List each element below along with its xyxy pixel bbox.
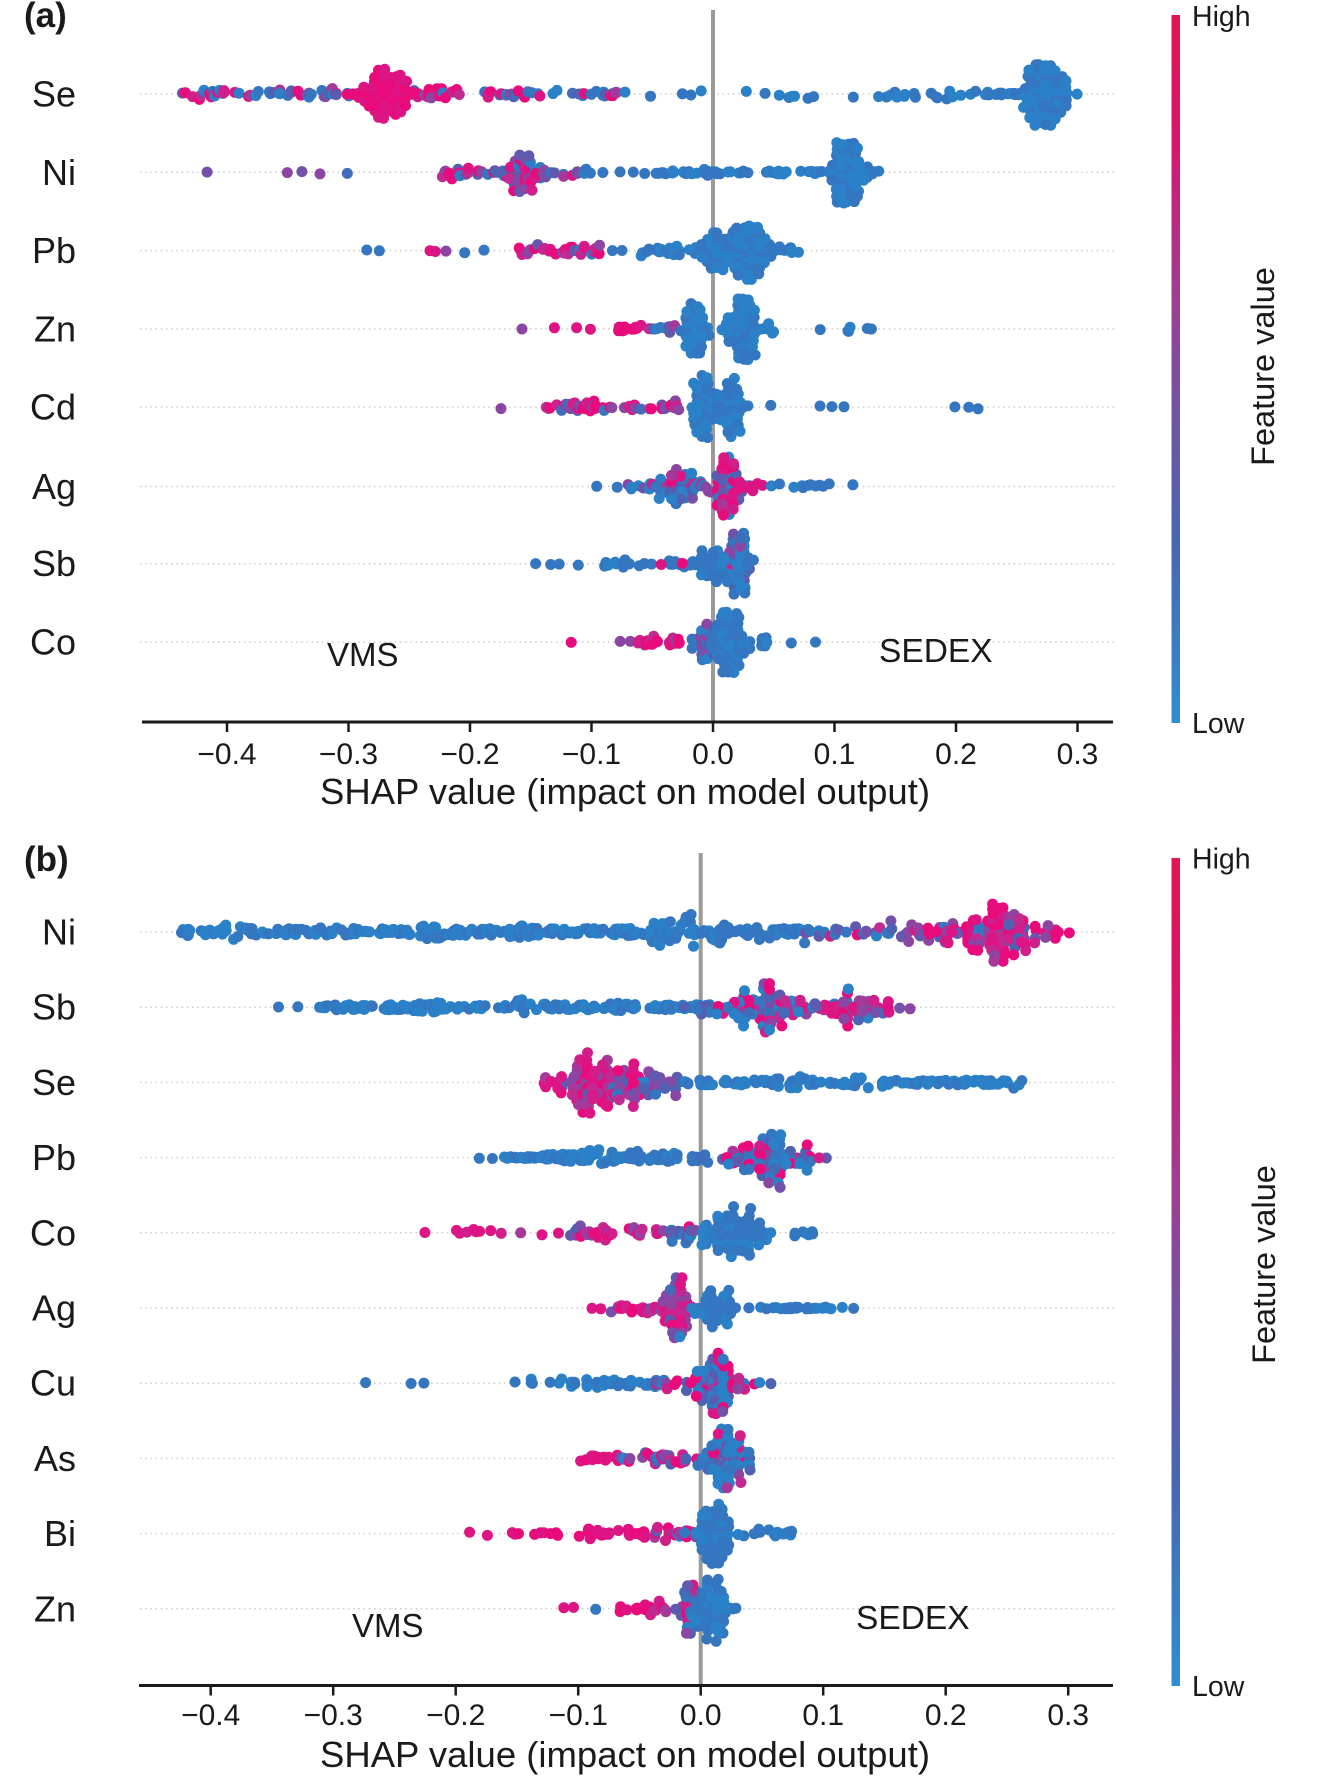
svg-text:Sb: Sb	[32, 987, 76, 1028]
svg-text:VMS: VMS	[327, 636, 399, 673]
svg-text:Ag: Ag	[32, 1288, 76, 1329]
svg-text:−0.1: −0.1	[562, 738, 621, 771]
svg-text:0.0: 0.0	[692, 738, 734, 771]
svg-text:Ni: Ni	[42, 152, 76, 193]
svg-text:SHAP value (impact on model ou: SHAP value (impact on model output)	[320, 1734, 930, 1775]
svg-text:SHAP value (impact on model ou: SHAP value (impact on model output)	[320, 771, 930, 812]
svg-text:As: As	[34, 1438, 76, 1479]
svg-text:Pb: Pb	[32, 230, 76, 271]
svg-text:0.0: 0.0	[680, 1699, 722, 1732]
svg-text:SEDEX: SEDEX	[856, 1600, 970, 1637]
svg-text:−0.3: −0.3	[319, 738, 378, 771]
svg-text:Sb: Sb	[32, 543, 76, 584]
svg-text:Cu: Cu	[30, 1363, 76, 1404]
svg-text:SEDEX: SEDEX	[879, 633, 993, 670]
svg-text:0.3: 0.3	[1047, 1699, 1089, 1732]
svg-text:Zn: Zn	[34, 308, 76, 349]
svg-text:Co: Co	[30, 1212, 76, 1253]
svg-text:Ag: Ag	[32, 466, 76, 507]
svg-text:0.2: 0.2	[935, 738, 977, 771]
svg-text:Se: Se	[32, 1062, 76, 1103]
svg-text:−0.2: −0.2	[426, 1699, 485, 1732]
svg-text:Feature value: Feature value	[1245, 267, 1281, 466]
svg-text:0.3: 0.3	[1057, 738, 1099, 771]
svg-text:Bi: Bi	[44, 1513, 76, 1554]
svg-text:High: High	[1192, 844, 1251, 876]
svg-text:0.2: 0.2	[925, 1699, 967, 1732]
svg-text:(a): (a)	[24, 0, 67, 35]
svg-text:0.1: 0.1	[802, 1699, 844, 1732]
svg-text:Low: Low	[1192, 708, 1245, 740]
svg-text:High: High	[1192, 1, 1251, 33]
svg-text:Cd: Cd	[30, 387, 76, 428]
svg-text:Co: Co	[30, 622, 76, 663]
svg-text:Feature value: Feature value	[1246, 1165, 1282, 1364]
svg-text:0.1: 0.1	[814, 738, 856, 771]
svg-text:Se: Se	[32, 74, 76, 115]
svg-text:Low: Low	[1192, 1671, 1245, 1703]
svg-text:−0.1: −0.1	[549, 1699, 608, 1732]
svg-text:VMS: VMS	[352, 1607, 424, 1644]
svg-text:−0.4: −0.4	[197, 738, 256, 771]
svg-text:−0.3: −0.3	[304, 1699, 363, 1732]
svg-text:Zn: Zn	[34, 1588, 76, 1629]
svg-text:Pb: Pb	[32, 1137, 76, 1178]
svg-text:Ni: Ni	[42, 912, 76, 953]
svg-text:(b): (b)	[24, 840, 69, 879]
svg-text:−0.4: −0.4	[181, 1699, 240, 1732]
svg-text:−0.2: −0.2	[440, 738, 499, 771]
